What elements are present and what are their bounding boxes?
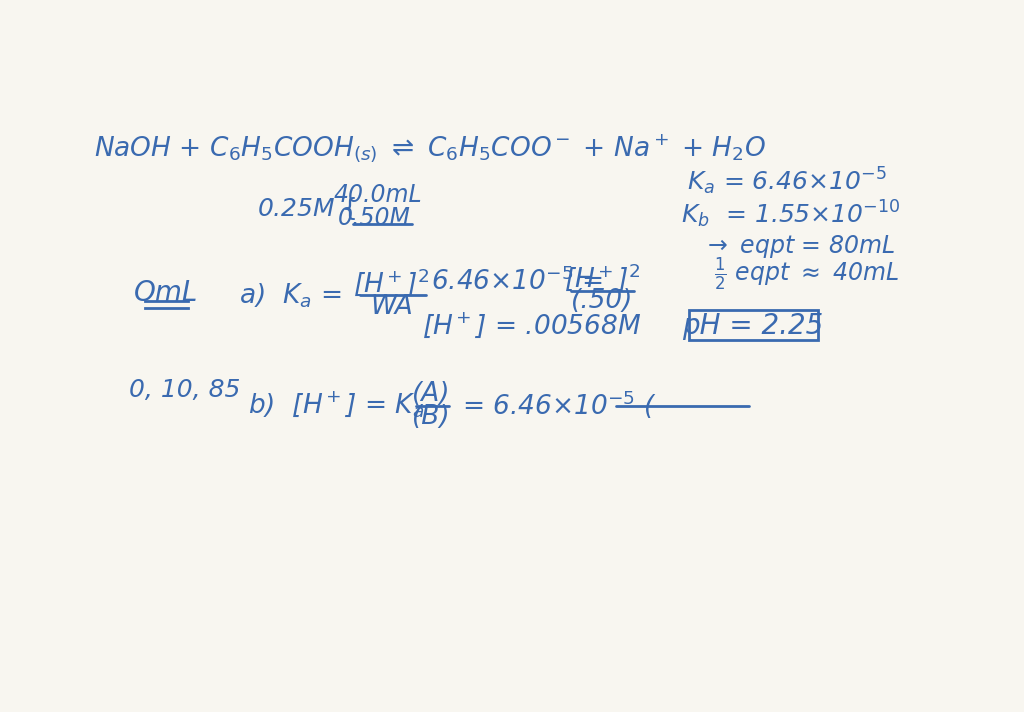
Text: = 6.46×10$^{-5}$ (: = 6.46×10$^{-5}$ ( [462, 388, 656, 421]
Text: 6.46×10$^{-5}$ =: 6.46×10$^{-5}$ = [431, 268, 603, 296]
Text: (.50): (.50) [570, 288, 633, 315]
Text: WA: WA [370, 294, 413, 320]
Text: [H$^+$]$^2$: [H$^+$]$^2$ [563, 261, 640, 293]
Text: [H$^+$]$^2$: [H$^+$]$^2$ [353, 266, 430, 298]
Text: K$_b$  = 1.55×10$^{-10}$: K$_b$ = 1.55×10$^{-10}$ [681, 199, 900, 230]
Text: 0.50M: 0.50M [338, 206, 411, 230]
Text: 40.0mL: 40.0mL [334, 183, 422, 207]
Text: NaOH + C$_6$H$_5$COOH$_{(s)}$ $\rightleftharpoons$ C$_6$H$_5$COO$^-$ + Na$^+$ + : NaOH + C$_6$H$_5$COOH$_{(s)}$ $\rightlef… [93, 132, 766, 164]
Text: pH = 2.25: pH = 2.25 [682, 312, 823, 340]
Text: K$_a$ = 6.46×10$^{-5}$: K$_a$ = 6.46×10$^{-5}$ [687, 166, 887, 197]
Text: OmL: OmL [134, 278, 199, 307]
Text: (B): (B) [412, 404, 451, 429]
Text: $\frac{1}{2}$ eqpt $\approx$ 40mL: $\frac{1}{2}$ eqpt $\approx$ 40mL [714, 256, 899, 293]
Text: a)  K$_a$ =: a) K$_a$ = [240, 281, 342, 310]
Text: 0.25M $\{$: 0.25M $\{$ [257, 195, 356, 222]
Text: b)  [H$^+$] = K$_a$: b) [H$^+$] = K$_a$ [248, 389, 424, 419]
Text: 0, 10, 85: 0, 10, 85 [129, 377, 241, 402]
Text: (A): (A) [412, 380, 451, 407]
Text: [H$^+$] = .00568M: [H$^+$] = .00568M [422, 310, 641, 340]
Text: $\rightarrow$ eqpt = 80mL: $\rightarrow$ eqpt = 80mL [702, 233, 895, 260]
